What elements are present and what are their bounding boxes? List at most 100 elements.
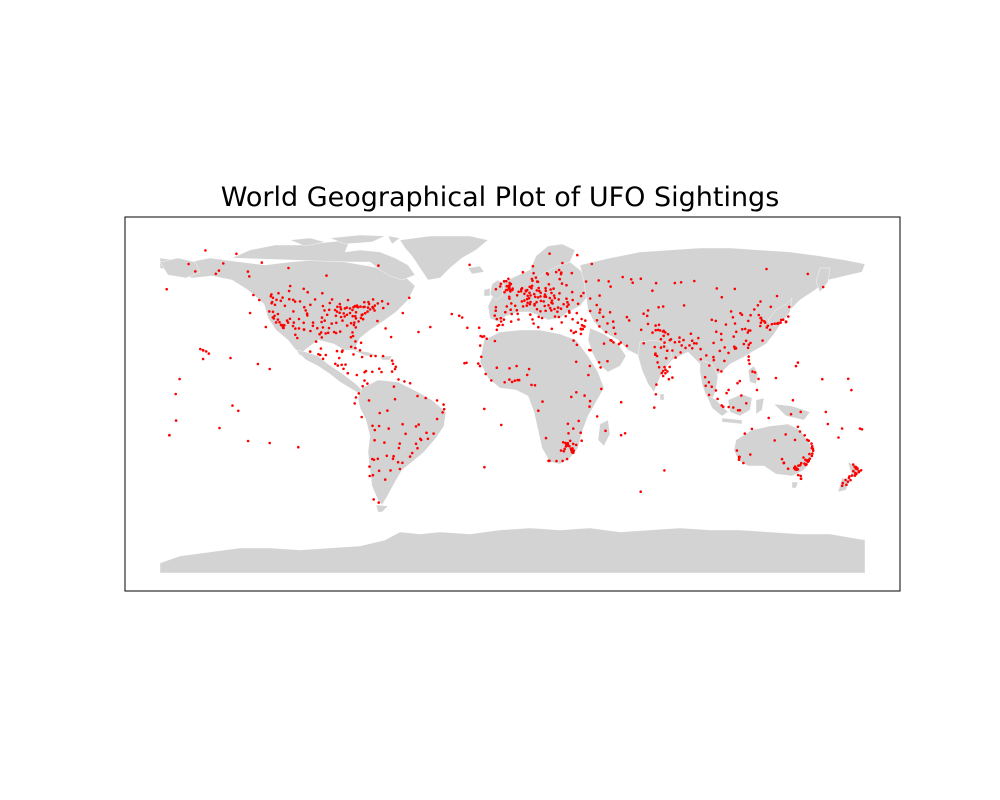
sighting-point (361, 313, 364, 316)
sighting-point (846, 377, 850, 381)
sighting-point (276, 318, 280, 321)
sighting-point (845, 483, 848, 487)
sighting-point (352, 353, 355, 356)
sighting-point (699, 347, 702, 351)
sighting-point (503, 381, 507, 384)
sighting-point (572, 339, 575, 342)
sighting-point (504, 310, 507, 314)
sighting-point (579, 294, 583, 298)
sighting-point (354, 346, 357, 350)
sighting-point (544, 436, 548, 440)
sighting-point (507, 277, 510, 281)
sighting-point (218, 426, 221, 430)
land-iceland (467, 265, 485, 275)
sighting-point (742, 461, 745, 465)
sighting-point (404, 432, 407, 436)
sighting-point (621, 275, 624, 279)
sighting-point (373, 304, 377, 307)
sighting-point (779, 318, 783, 322)
sighting-point (348, 307, 352, 310)
sighting-point (539, 299, 543, 303)
sighting-point (297, 317, 301, 321)
sighting-point (497, 323, 501, 327)
sighting-point (353, 321, 356, 324)
sighting-point (642, 312, 645, 316)
sighting-point (287, 289, 291, 293)
sighting-point (199, 347, 202, 351)
sighting-point (668, 338, 672, 342)
sighting-point (231, 404, 234, 407)
sighting-point (810, 454, 814, 458)
sighting-point (623, 432, 627, 435)
sighting-point (821, 377, 824, 381)
sighting-point (568, 444, 571, 448)
sighting-point (614, 332, 617, 336)
sighting-point (577, 419, 580, 423)
sighting-point (319, 331, 323, 334)
sighting-point (287, 266, 290, 270)
sighting-point (786, 467, 790, 471)
sighting-point (525, 288, 529, 292)
sighting-point (560, 321, 563, 324)
sighting-point (371, 457, 374, 461)
sighting-point (563, 447, 566, 451)
sighting-point (432, 432, 435, 435)
sighting-point (248, 275, 251, 278)
land-philippines (747, 365, 759, 385)
sighting-point (657, 306, 660, 309)
sighting-point (515, 364, 518, 368)
sighting-point (278, 320, 281, 324)
sighting-point (354, 310, 358, 314)
sighting-point (684, 346, 687, 350)
sighting-point (260, 261, 264, 264)
sighting-point (363, 300, 366, 304)
chart-title: World Geographical Plot of UFO Sightings (220, 182, 780, 213)
sighting-point (574, 443, 578, 447)
sighting-point (629, 278, 633, 281)
sighting-point (666, 332, 670, 336)
sighting-point (499, 282, 503, 286)
sighting-point (579, 327, 582, 331)
sighting-point (174, 392, 177, 396)
sighting-point (733, 322, 737, 325)
sighting-point (513, 304, 517, 308)
sighting-point (535, 307, 539, 311)
sighting-point (382, 306, 385, 310)
sighting-point (330, 322, 334, 325)
sighting-point (344, 363, 347, 366)
sighting-point (844, 478, 847, 482)
sighting-point (425, 431, 428, 435)
sighting-point (657, 323, 661, 327)
sighting-point (707, 393, 711, 397)
sighting-point (306, 290, 310, 294)
sighting-point (419, 437, 422, 441)
sighting-point (750, 427, 754, 431)
land-tasmania (791, 481, 799, 489)
sighting-point (680, 344, 683, 347)
sighting-point (642, 342, 645, 345)
sighting-point (571, 317, 574, 321)
sighting-point (619, 341, 623, 344)
sighting-point (521, 270, 525, 274)
sighting-point (529, 294, 532, 297)
sighting-point (612, 326, 615, 330)
sighting-point (574, 330, 578, 334)
sighting-point (490, 379, 493, 382)
sighting-point (333, 308, 337, 312)
sighting-point (545, 272, 549, 275)
sighting-point (612, 341, 615, 344)
sighting-point (345, 324, 349, 327)
sighting-point (526, 294, 529, 298)
sighting-point (714, 319, 718, 323)
sighting-point (373, 428, 377, 432)
sighting-point (338, 311, 341, 315)
sighting-point (682, 338, 685, 342)
sighting-point (335, 321, 338, 325)
sighting-point (533, 302, 536, 306)
sighting-point (348, 311, 352, 315)
sighting-point (368, 465, 371, 468)
sighting-point (655, 383, 658, 386)
sighting-point (796, 361, 800, 364)
sighting-point (639, 328, 643, 332)
sighting-point (521, 305, 525, 308)
